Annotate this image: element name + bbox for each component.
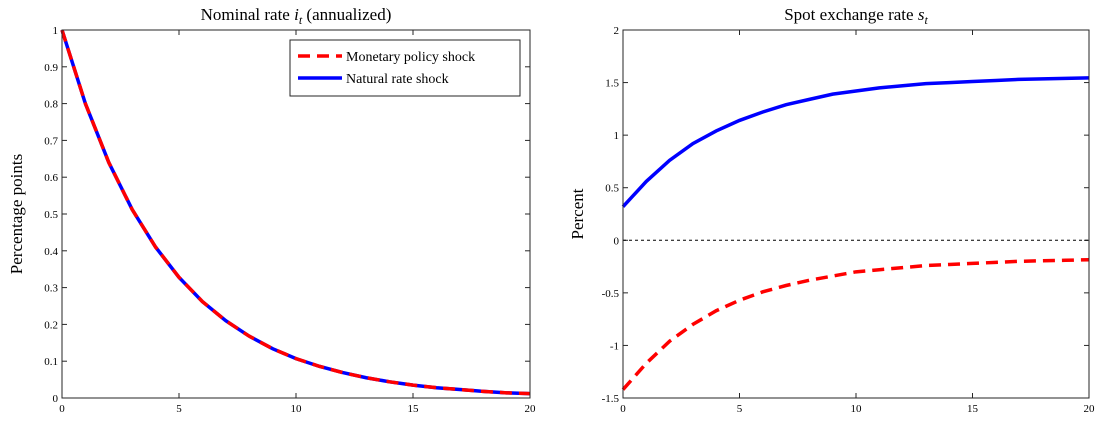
chart-title: Nominal rate it (annualized) [201, 5, 392, 27]
title-part: t [299, 13, 303, 27]
panel: Nominal rate it (annualized) Percentage p… [7, 5, 536, 415]
plot-frame [622, 29, 1090, 399]
x-tick-label: 20 [525, 403, 537, 415]
x-tick-label: 5 [737, 403, 743, 415]
y-tick-label: -1 [610, 340, 619, 352]
title-part: Nominal rate [201, 5, 294, 24]
x-tick-label: 15 [967, 403, 979, 415]
x-tick-label: 10 [291, 403, 303, 415]
y-tick-label: 1 [614, 130, 620, 142]
legend-box [289, 39, 521, 97]
y-tick-label: 0.2 [44, 319, 58, 331]
chart-title: Spot exchange rate st [784, 5, 928, 27]
x-tick-label: 10 [851, 403, 863, 415]
y-tick-label: 0.1 [44, 356, 58, 368]
series-line [621, 76, 1090, 208]
title-part: s [918, 5, 925, 24]
y-tick-label: 0 [53, 393, 59, 405]
title-part: (annualized) [302, 5, 391, 24]
y-tick-label: 0.7 [44, 135, 58, 147]
y-tick-label: 2 [614, 25, 620, 37]
y-tick-label: 0.8 [44, 99, 58, 111]
y-tick-label: 0.5 [605, 183, 619, 195]
y-tick-label: -0.5 [602, 288, 620, 300]
y-tick-label: 1.5 [605, 78, 619, 90]
title-part: i [294, 5, 299, 24]
panel: Spot exchange rate st Percent -1.5 -1 -0.5 0 0… [568, 5, 1095, 415]
x-tick-label: 20 [1084, 403, 1096, 415]
series-line [60, 29, 531, 396]
x-tick-label: 0 [59, 403, 65, 415]
title-part: Spot exchange rate [784, 5, 918, 24]
y-axis-label: Percentage points [7, 154, 26, 274]
y-tick-label: 0.3 [44, 283, 58, 295]
legend-label: Monetary policy shock [346, 50, 475, 65]
x-tick-label: 0 [620, 403, 626, 415]
y-tick-label: 1 [53, 25, 59, 37]
x-tick-label: 5 [176, 403, 182, 415]
legend-label: Natural rate shock [346, 72, 449, 87]
title-part: t [924, 13, 928, 27]
y-tick-label: 0.5 [44, 209, 58, 221]
y-tick-label: -1.5 [602, 393, 620, 405]
series-line [621, 257, 1090, 391]
y-tick-label: 0.9 [44, 62, 58, 74]
x-tick-label: 15 [408, 403, 420, 415]
y-axis-label: Percent [568, 188, 587, 239]
y-tick-label: 0.6 [44, 172, 58, 184]
y-tick-label: 0.4 [44, 246, 58, 258]
plot-frame [61, 29, 531, 399]
y-tick-label: 0 [614, 235, 620, 247]
